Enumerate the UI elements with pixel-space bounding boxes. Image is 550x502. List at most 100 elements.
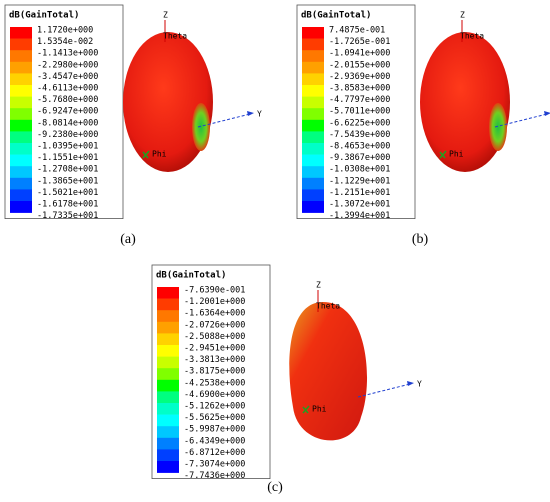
legend-swatch [10, 131, 32, 144]
legend-label: -6.9247e+000 [37, 107, 98, 117]
legend-label: 1.5354e-002 [37, 37, 93, 47]
y-label: Y [417, 380, 422, 389]
legend-swatch [10, 85, 32, 97]
legend-swatch [157, 287, 179, 299]
legend-swatch [302, 201, 324, 213]
legend-swatch [10, 119, 32, 132]
y-axis [357, 383, 411, 398]
legend-title: dB(GainTotal) [156, 270, 226, 281]
legend-label: -2.0726e+000 [184, 320, 245, 330]
legend-swatch [157, 461, 179, 473]
legend-label: -6.6225e+000 [329, 118, 390, 128]
legend-label: -7.7436e+000 [184, 471, 245, 481]
legend-swatch [157, 356, 179, 369]
legend-swatch [302, 166, 324, 179]
legend-label: -4.6113e+000 [37, 84, 98, 94]
legend-label: -4.6900e+000 [184, 390, 245, 400]
legend-label: -1.2151e+001 [329, 188, 390, 198]
legend-swatch [10, 189, 32, 202]
legend-label: -3.4547e+000 [37, 72, 98, 82]
legend-label: -1.7335e+001 [37, 211, 98, 221]
legend-swatch [157, 414, 179, 427]
legend-label: -6.4349e+000 [184, 436, 245, 446]
phi-marker [439, 150, 447, 159]
legend-label: -5.5625e+000 [184, 413, 245, 423]
legend-label: -8.0814e+000 [37, 118, 98, 128]
legend-swatch [302, 96, 324, 109]
legend-swatch [157, 368, 179, 381]
legend-swatch [157, 391, 179, 404]
legend-swatch [302, 119, 324, 132]
legend-swatch [157, 449, 179, 462]
legend-swatch [157, 298, 179, 311]
legend-label: 7.4875e-001 [329, 26, 385, 36]
caption: (c) [267, 480, 283, 495]
z-label: Z [163, 11, 168, 20]
legend-label: -1.0395e+001 [37, 142, 98, 152]
legend-label: -6.8712e+000 [184, 448, 245, 458]
legend-swatch [302, 61, 324, 74]
legend-label: -7.3074e+000 [184, 460, 245, 470]
legend-label: -2.9451e+000 [184, 344, 245, 354]
y-arrow [407, 381, 414, 386]
legend-swatch [157, 437, 179, 450]
legend-swatch [10, 143, 32, 155]
phi-label: Phi [312, 405, 327, 414]
legend-swatch [157, 333, 179, 346]
pattern-shape [289, 302, 368, 441]
theta-label: Theta [163, 32, 187, 41]
legend-swatch [157, 321, 179, 334]
legend-label: -7.5439e+000 [329, 130, 390, 140]
legend-label: -1.5021e+001 [37, 188, 98, 198]
legend-label: -3.8175e+000 [184, 367, 245, 377]
legend-label: -1.3865e+001 [37, 176, 98, 186]
legend-label: -1.6364e+000 [184, 309, 245, 319]
legend-label: -1.0941e+000 [329, 49, 390, 59]
y-axis [197, 113, 251, 128]
theta-label: Theta [460, 32, 484, 41]
legend-swatch [10, 108, 32, 121]
legend-label: -2.2980e+000 [37, 60, 98, 70]
phi-label: Phi [449, 150, 464, 159]
legend-label: -4.2538e+000 [184, 378, 245, 388]
legend-title: dB(GainTotal) [9, 10, 79, 21]
legend-label: -9.3867e+000 [329, 153, 390, 163]
caption: (b) [412, 232, 429, 247]
y-label: Y [257, 110, 262, 119]
legend-label: -7.6390e-001 [184, 286, 245, 296]
legend-swatch [157, 310, 179, 323]
legend-swatch [302, 154, 324, 167]
legend-label: -1.3994e+001 [329, 211, 390, 221]
legend-swatch [10, 38, 32, 51]
legend-label: -9.2380e+000 [37, 130, 98, 140]
theta-label: Theta [316, 302, 340, 311]
phi-marker [302, 405, 310, 414]
legend-swatch [302, 108, 324, 121]
legend-label: -1.6178e+001 [37, 200, 98, 210]
legend-swatch [10, 166, 32, 179]
z-label: Z [460, 11, 465, 20]
legend-label: -1.2001e+000 [184, 297, 245, 307]
legend-swatch [10, 201, 32, 213]
legend-title: dB(GainTotal) [301, 10, 371, 21]
legend-swatch [10, 73, 32, 86]
legend-label: -1.1413e+000 [37, 49, 98, 59]
legend-swatch [10, 96, 32, 109]
legend-swatch [302, 189, 324, 202]
pattern-null [192, 103, 210, 151]
legend-label: -2.0155e+000 [329, 60, 390, 70]
legend-label: -5.9987e+000 [184, 425, 245, 435]
legend-label: -3.8583e+000 [329, 84, 390, 94]
y-arrow [247, 111, 254, 116]
legend-label: -1.0308e+001 [329, 165, 390, 175]
legend-label: 1.1720e+000 [37, 26, 93, 36]
legend-label: -5.7011e+000 [329, 107, 390, 117]
legend-swatch [157, 426, 179, 439]
legend-swatch [10, 27, 32, 39]
legend-label: -3.3813e+000 [184, 355, 245, 365]
legend-swatch [302, 85, 324, 97]
legend-swatch [302, 177, 324, 190]
legend-swatch [302, 27, 324, 39]
legend-label: -8.4653e+000 [329, 142, 390, 152]
